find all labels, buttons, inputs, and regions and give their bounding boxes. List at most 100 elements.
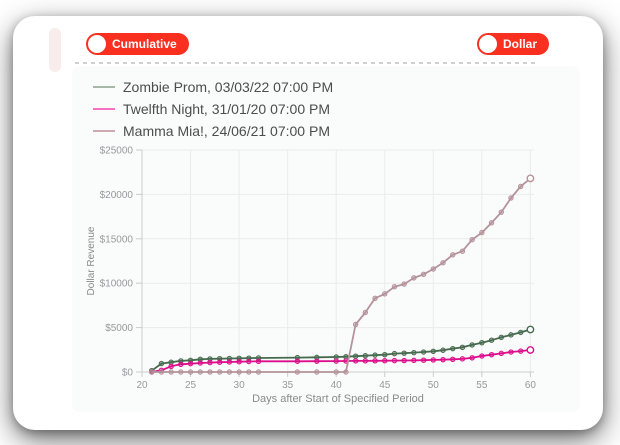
data-point-marker[interactable] xyxy=(401,357,407,364)
data-point-marker[interactable] xyxy=(236,358,242,365)
data-point-marker[interactable] xyxy=(382,358,388,364)
data-point-marker[interactable] xyxy=(508,332,514,338)
data-point-marker[interactable] xyxy=(352,321,359,328)
data-point-marker[interactable] xyxy=(187,360,194,367)
data-point-marker[interactable] xyxy=(294,354,301,361)
data-point-marker[interactable] xyxy=(526,174,535,183)
data-point-marker[interactable] xyxy=(294,358,301,364)
data-point-marker[interactable] xyxy=(508,349,514,355)
data-point-marker[interactable] xyxy=(498,350,504,357)
data-point-marker[interactable] xyxy=(401,350,407,356)
data-point-marker[interactable] xyxy=(168,363,174,370)
data-point-marker[interactable] xyxy=(459,356,466,362)
data-point-marker[interactable] xyxy=(450,356,456,363)
dollar-toggle[interactable]: Dollar xyxy=(477,33,550,55)
data-point-marker[interactable] xyxy=(158,369,165,375)
data-point-marker[interactable] xyxy=(430,348,436,355)
data-point-marker[interactable] xyxy=(362,353,369,359)
data-point-marker[interactable] xyxy=(382,351,388,358)
data-point-marker[interactable] xyxy=(459,344,466,351)
data-point-marker[interactable] xyxy=(294,369,301,375)
data-point-marker[interactable] xyxy=(411,357,417,364)
data-point-marker[interactable] xyxy=(411,275,417,281)
data-point-marker[interactable] xyxy=(246,369,252,375)
data-point-marker[interactable] xyxy=(207,369,213,375)
legend-item-twelfth-night[interactable]: Twelfth Night, 31/01/20 07:00 PM xyxy=(93,98,333,120)
legend-item-zombie-prom[interactable]: Zombie Prom, 03/03/22 07:00 PM xyxy=(93,76,333,98)
data-point-marker[interactable] xyxy=(391,350,398,357)
data-point-marker[interactable] xyxy=(508,195,514,201)
data-point-marker[interactable] xyxy=(469,236,475,243)
data-point-marker[interactable] xyxy=(343,369,349,375)
data-point-marker[interactable] xyxy=(440,356,446,363)
data-point-marker[interactable] xyxy=(226,369,233,375)
data-point-marker[interactable] xyxy=(216,359,223,365)
data-point-marker[interactable] xyxy=(362,309,369,316)
data-point-marker[interactable] xyxy=(333,358,339,364)
data-point-marker[interactable] xyxy=(488,337,495,343)
data-point-marker[interactable] xyxy=(440,347,446,353)
data-point-marker[interactable] xyxy=(420,271,427,278)
data-point-marker[interactable] xyxy=(314,358,320,364)
data-point-marker[interactable] xyxy=(197,356,203,363)
data-point-marker[interactable] xyxy=(488,220,495,226)
data-point-marker[interactable] xyxy=(197,369,203,375)
data-point-marker[interactable] xyxy=(401,281,407,287)
data-point-marker[interactable] xyxy=(498,209,504,215)
data-point-marker[interactable] xyxy=(236,369,242,375)
data-point-marker[interactable] xyxy=(372,295,378,301)
data-point-marker[interactable] xyxy=(372,358,378,364)
data-point-marker[interactable] xyxy=(450,252,456,258)
toggle-knob[interactable] xyxy=(479,35,497,53)
data-point-marker[interactable] xyxy=(207,359,213,366)
data-point-marker[interactable] xyxy=(314,369,320,375)
data-point-marker[interactable] xyxy=(178,369,184,375)
chart-panel: Zombie Prom, 03/03/22 07:00 PM Twelfth N… xyxy=(72,66,580,412)
toggle-knob[interactable] xyxy=(88,35,106,53)
data-point-marker[interactable] xyxy=(226,359,233,365)
data-point-marker[interactable] xyxy=(343,354,349,360)
data-point-marker[interactable] xyxy=(187,369,194,375)
data-point-marker[interactable] xyxy=(517,348,524,354)
data-point-marker[interactable] xyxy=(216,369,223,375)
data-point-marker[interactable] xyxy=(488,351,495,358)
data-point-marker[interactable] xyxy=(440,260,446,266)
data-point-marker[interactable] xyxy=(246,358,252,365)
data-point-marker[interactable] xyxy=(517,183,524,190)
data-point-marker[interactable] xyxy=(430,266,436,272)
data-point-marker[interactable] xyxy=(255,369,262,375)
data-point-marker[interactable] xyxy=(479,353,485,359)
data-point-marker[interactable] xyxy=(352,358,359,364)
data-point-marker[interactable] xyxy=(382,291,388,297)
data-point-marker[interactable] xyxy=(469,342,475,348)
data-point-marker[interactable] xyxy=(391,357,398,364)
data-point-marker[interactable] xyxy=(498,334,504,340)
data-point-marker[interactable] xyxy=(420,357,427,363)
data-point-marker[interactable] xyxy=(450,345,456,352)
legend-item-mamma-mia[interactable]: Mamma Mia!, 24/06/21 07:00 PM xyxy=(93,120,333,142)
data-point-marker[interactable] xyxy=(391,284,398,290)
data-point-marker[interactable] xyxy=(479,339,485,346)
data-point-marker[interactable] xyxy=(197,360,203,366)
data-point-marker[interactable] xyxy=(178,361,184,368)
data-point-marker[interactable] xyxy=(526,346,535,354)
data-point-marker[interactable] xyxy=(207,356,213,362)
data-point-marker[interactable] xyxy=(430,357,436,363)
data-point-marker[interactable] xyxy=(526,325,535,334)
data-point-marker[interactable] xyxy=(149,369,155,375)
data-point-marker[interactable] xyxy=(459,248,466,254)
data-point-marker[interactable] xyxy=(517,329,524,336)
data-point-marker[interactable] xyxy=(352,353,359,359)
data-point-marker[interactable] xyxy=(362,358,369,364)
data-point-marker[interactable] xyxy=(411,349,417,356)
data-point-marker[interactable] xyxy=(158,360,165,367)
data-point-marker[interactable] xyxy=(333,369,339,375)
data-point-marker[interactable] xyxy=(479,229,485,236)
cumulative-toggle[interactable]: Cumulative xyxy=(86,33,189,55)
data-point-marker[interactable] xyxy=(420,349,427,355)
data-point-marker[interactable] xyxy=(469,355,475,361)
data-point-marker[interactable] xyxy=(372,352,378,358)
data-point-marker[interactable] xyxy=(314,354,320,361)
data-point-marker[interactable] xyxy=(168,369,174,375)
data-point-marker[interactable] xyxy=(255,358,262,365)
